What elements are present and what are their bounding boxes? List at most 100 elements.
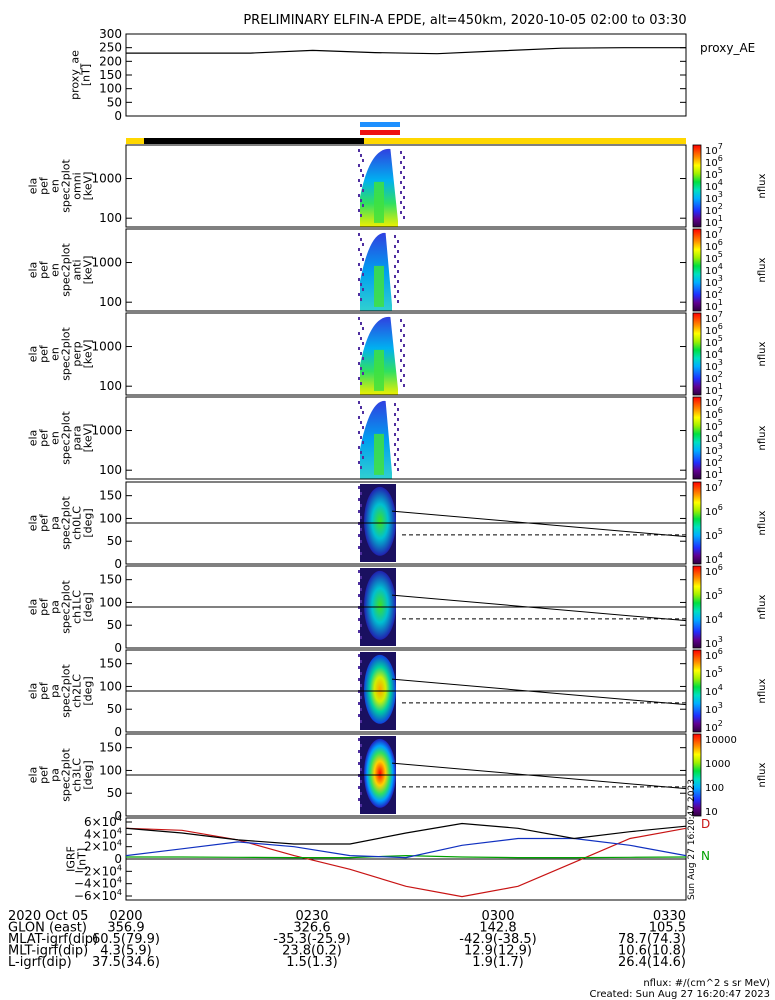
spectrogram-speckle bbox=[394, 235, 396, 238]
spectrogram-frame bbox=[125, 144, 687, 228]
spectrogram-speckle bbox=[362, 342, 364, 345]
spectrogram-tick-label: 150 bbox=[99, 573, 122, 587]
pa-speckle bbox=[358, 486, 360, 489]
igrf-ylabel: IGRF[nT] bbox=[65, 846, 89, 872]
spectrogram-speckle bbox=[403, 364, 405, 367]
ephemeris-value: 326.6 bbox=[293, 921, 330, 936]
spectrogram-speckle bbox=[400, 201, 402, 204]
proxy-ae-tick-label: 0 bbox=[114, 109, 122, 123]
spectrogram-speckle bbox=[360, 352, 362, 355]
spectrogram-ylabel-line: ela bbox=[27, 430, 40, 447]
pa-speckle bbox=[358, 798, 360, 801]
pa-speckle bbox=[358, 630, 360, 633]
proxy-ae-tick-label: 50 bbox=[107, 95, 122, 109]
spectrogram-speckle bbox=[403, 374, 405, 377]
spectrogram-ylabel-line: spec2plot bbox=[60, 159, 73, 213]
spectrogram-tick-label: 50 bbox=[107, 786, 122, 800]
colorbar-tick-label: 105 bbox=[705, 250, 723, 265]
colorbar-tick-label: 1000 bbox=[705, 759, 730, 770]
proxy-ae-tick-label: 200 bbox=[99, 54, 122, 68]
ephemeris-value: 105.5 bbox=[649, 921, 686, 936]
spectrogram-speckle bbox=[400, 379, 402, 382]
pa-speckle bbox=[360, 672, 362, 675]
ephemeris-value: 4.3(5.9) bbox=[100, 944, 152, 959]
spectrogram-speckle bbox=[362, 258, 364, 261]
colorbar bbox=[692, 312, 702, 396]
spectrogram-panel-3: 1000100elapefenspec2plotperp[keV]1071061… bbox=[27, 310, 769, 397]
spectrogram-speckle bbox=[400, 151, 402, 154]
spectrogram-speckle bbox=[394, 265, 396, 268]
spectrogram-tick-label: 0 bbox=[114, 557, 122, 571]
spectrogram-core bbox=[374, 181, 384, 223]
spectrogram-speckle bbox=[397, 408, 399, 411]
spectrogram-panels: 1000100elapefenspec2plotomni[keV]1071061… bbox=[27, 142, 769, 823]
spectrogram-speckle bbox=[358, 194, 360, 197]
colorbar bbox=[692, 144, 702, 228]
igrf-tick-label: 6×104 bbox=[84, 814, 122, 829]
spectrogram-ylabel-line: spec2plot bbox=[60, 496, 73, 550]
spectrogram-speckle bbox=[394, 443, 396, 446]
spectrogram-speckle bbox=[358, 248, 360, 251]
ephemeris-value: 0200 bbox=[109, 909, 142, 924]
pa-speckle bbox=[360, 804, 362, 807]
pa-speckle bbox=[358, 582, 360, 585]
spectrogram-ylabel-line: ch3LC bbox=[71, 758, 84, 792]
spectrogram-speckle bbox=[360, 169, 362, 172]
colorbar-tick-label: 104 bbox=[705, 611, 723, 626]
colorbar-tick-label: 106 bbox=[705, 154, 723, 169]
pa-speckle bbox=[358, 762, 360, 765]
spectrogram-speckle bbox=[403, 206, 405, 209]
ephemeris-value: 0230 bbox=[295, 909, 328, 924]
spectrogram-speckle bbox=[400, 181, 402, 184]
spectrogram-tick-label: 150 bbox=[99, 657, 122, 671]
spectrogram-speckle bbox=[362, 273, 364, 276]
figure-title: PRELIMINARY ELFIN-A EPDE, alt=450km, 202… bbox=[243, 13, 686, 28]
spectrogram-speckle bbox=[358, 149, 360, 152]
spectrogram-tick-label: 100 bbox=[99, 379, 122, 393]
colorbar bbox=[692, 565, 702, 649]
pa-speckle bbox=[360, 588, 362, 591]
spectrogram-ylabel-line: ela bbox=[27, 515, 40, 532]
spectrogram-speckle bbox=[403, 156, 405, 159]
spectrogram-speckle bbox=[358, 416, 360, 419]
spectrogram-ylabel-line: spec2plot bbox=[60, 327, 73, 381]
proxy-ae-legend: proxy_AE bbox=[700, 41, 755, 55]
igrf-d-label: D bbox=[701, 817, 710, 831]
colorbar-label: nflux bbox=[757, 594, 768, 619]
proxy-ae-frame bbox=[125, 33, 687, 117]
spectrogram-speckle bbox=[360, 199, 362, 202]
spectrogram-speckle bbox=[400, 161, 402, 164]
spectrogram-speckle bbox=[358, 209, 360, 212]
pa-blob bbox=[364, 486, 396, 556]
spectrogram-ylabel-line: perp bbox=[71, 341, 84, 366]
pa-speckle bbox=[360, 792, 362, 795]
spectrogram-ylabel-line: para bbox=[71, 426, 84, 451]
spectrogram-ylabel-line: spec2plot bbox=[60, 664, 73, 718]
spectrogram-speckle bbox=[397, 270, 399, 273]
spectrogram-tick-label: 150 bbox=[99, 741, 122, 755]
colorbar-tick-label: 106 bbox=[705, 563, 723, 578]
spectrogram-ylabel-line: spec2plot bbox=[60, 411, 73, 465]
orbit-bars bbox=[126, 122, 686, 144]
spectrogram-speckle bbox=[360, 466, 362, 469]
pa-speckle bbox=[360, 708, 362, 711]
spectrogram-frame bbox=[125, 565, 687, 649]
colorbar-label: nflux bbox=[757, 173, 768, 198]
spectrogram-speckle bbox=[397, 260, 399, 263]
yellow-bar-left bbox=[126, 138, 144, 144]
spectrogram-frame bbox=[125, 228, 687, 312]
spectrogram-speckle bbox=[400, 359, 402, 362]
spectrogram-speckle bbox=[403, 176, 405, 179]
footer-created: Created: Sun Aug 27 16:20:47 2023 bbox=[590, 989, 770, 1000]
spectrogram-tick-label: 100 bbox=[99, 211, 122, 225]
spectrogram-ylabel-line: omni bbox=[71, 172, 84, 199]
pa-speckle bbox=[360, 660, 362, 663]
pa-speckle bbox=[360, 504, 362, 507]
spectrogram-speckle bbox=[397, 240, 399, 243]
black-bar bbox=[144, 138, 364, 144]
